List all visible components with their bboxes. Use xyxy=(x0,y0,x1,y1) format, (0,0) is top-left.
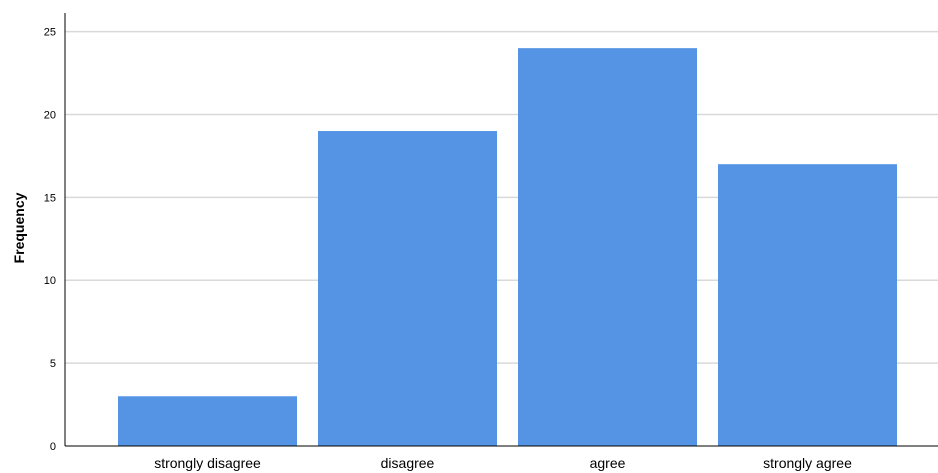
bars xyxy=(118,48,897,447)
bar-disagree xyxy=(318,131,497,447)
y-tick-label-25: 25 xyxy=(44,27,56,39)
x-tick-label-disagree: disagree xyxy=(381,455,435,471)
x-tick-label-strongly-agree: strongly agree xyxy=(763,455,852,471)
x-tick-labels: strongly disagree disagree agree strongly a… xyxy=(154,455,852,471)
y-tick-label-15: 15 xyxy=(44,192,56,204)
y-tick-label-5: 5 xyxy=(50,358,56,370)
y-tick-label-10: 10 xyxy=(44,275,56,287)
bar-strongly-agree xyxy=(718,164,897,446)
y-axis-title: Frequency xyxy=(11,192,27,263)
y-tick-labels: 0 5 10 15 20 25 xyxy=(44,27,56,453)
bar-agree xyxy=(518,48,697,447)
x-tick-label-agree: agree xyxy=(590,455,626,471)
y-tick-label-0: 0 xyxy=(50,441,56,453)
bar-strongly-disagree xyxy=(118,396,297,446)
x-tick-label-strongly-disagree: strongly disagree xyxy=(154,455,261,471)
axes xyxy=(64,13,938,447)
y-tick-label-20: 20 xyxy=(44,109,56,121)
